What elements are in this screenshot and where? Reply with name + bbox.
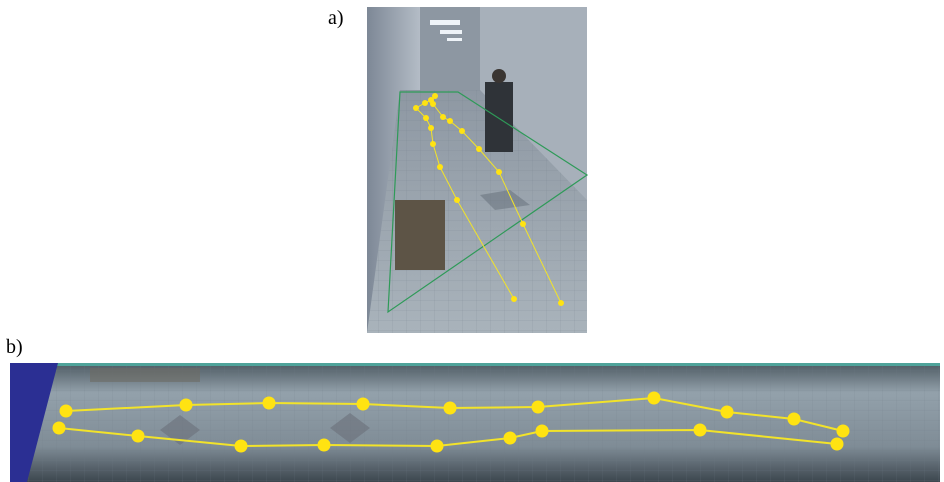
panel-label: a) [328, 7, 344, 29]
panel-a-image [367, 7, 587, 333]
figure: a) b) [0, 0, 944, 482]
panel-b-image [10, 363, 940, 482]
panel-label: b) [6, 336, 23, 358]
